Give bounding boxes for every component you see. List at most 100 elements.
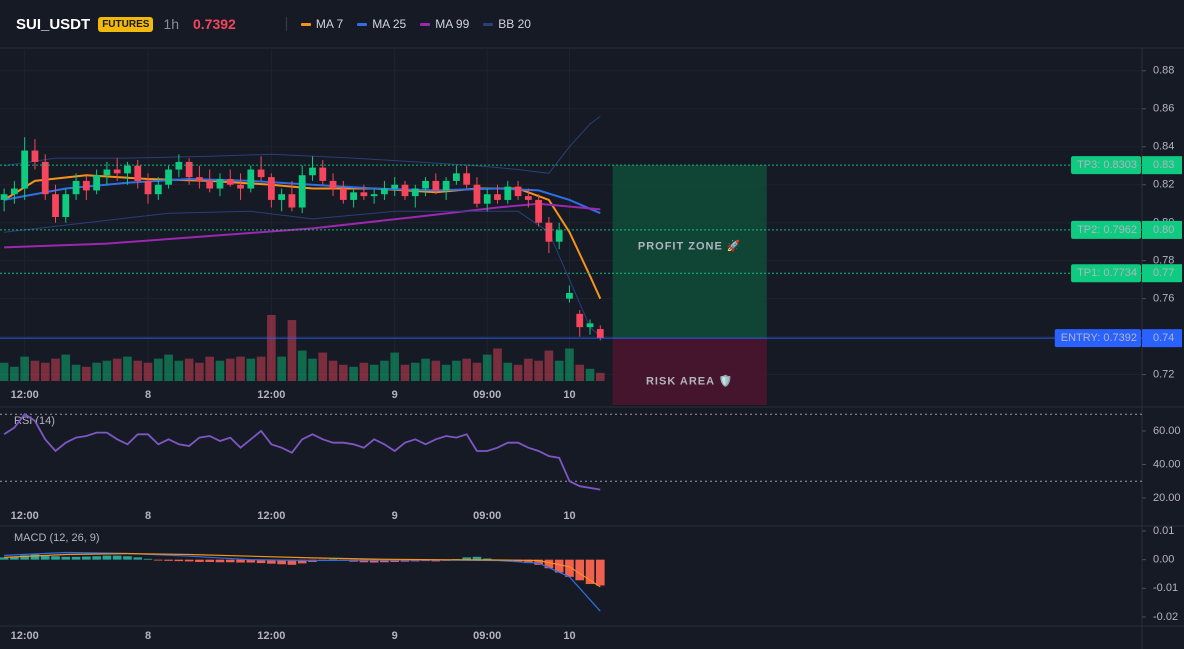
volume-bar xyxy=(595,372,605,381)
legend-item[interactable]: MA 25 xyxy=(357,17,406,31)
candle-body xyxy=(82,180,90,191)
header: SUI_USDT FUTURES 1h 0.7392 MA 7 MA 25 MA 9… xyxy=(0,0,1184,48)
volume-bar xyxy=(225,358,235,381)
macd-histogram-bar xyxy=(287,559,297,565)
volume-bar xyxy=(359,362,369,381)
y-tick-label: 20.00 xyxy=(1153,492,1181,504)
macd-histogram-bar xyxy=(215,559,225,563)
candle-body xyxy=(72,180,80,195)
volume-bar xyxy=(534,360,543,381)
y-tick-label: 60.00 xyxy=(1153,425,1181,437)
candle-body xyxy=(288,194,296,208)
zone-label: RISK AREA 🛡️ xyxy=(646,374,733,387)
macd-histogram-bar xyxy=(277,559,286,565)
volume-bar xyxy=(195,362,204,381)
y-tick-label: -0.01 xyxy=(1153,582,1178,594)
volume-bar xyxy=(112,358,122,381)
level-badge: ENTRY: 0.7392 0.74 xyxy=(1054,329,1182,348)
candle-body xyxy=(144,180,152,195)
candle-body xyxy=(267,177,275,200)
level-tag-bg xyxy=(1142,329,1182,348)
macd-histogram-bar xyxy=(205,559,215,562)
macd-histogram-bar xyxy=(472,556,482,560)
volume-bar xyxy=(123,356,132,381)
legend-label: MA 99 xyxy=(435,17,470,31)
volume-bar xyxy=(452,360,461,381)
volume-bar xyxy=(410,362,420,381)
macd-histogram-bar xyxy=(380,559,389,563)
x-tick-label: 09:00 xyxy=(473,630,501,642)
x-tick-label: 8 xyxy=(145,389,151,401)
macd-histogram-bar xyxy=(30,554,40,560)
candle-body xyxy=(154,184,162,195)
level-badge-bg xyxy=(1071,264,1141,283)
volume-bar xyxy=(143,362,153,381)
legend-item[interactable]: MA 99 xyxy=(420,17,469,31)
last-price: 0.7392 xyxy=(193,16,236,32)
candle-body xyxy=(0,194,8,200)
volume-bar xyxy=(30,360,40,381)
level-badge-label: TP1: 0.7734 xyxy=(1077,267,1137,279)
macd-histogram-bar xyxy=(225,559,235,563)
legend-swatch xyxy=(300,22,311,26)
candle-body xyxy=(566,292,573,299)
macd-histogram-bar xyxy=(246,559,256,563)
candle-body xyxy=(319,167,327,181)
legend-swatch xyxy=(420,22,431,26)
volume-bar xyxy=(51,358,60,381)
legend-swatch xyxy=(357,22,368,26)
level-badge: TP3: 0.8303 0.83 xyxy=(1071,156,1182,175)
candle-body xyxy=(596,329,604,339)
macd-histogram-bar xyxy=(595,559,605,586)
candle-body xyxy=(124,165,131,174)
macd-histogram-bar xyxy=(482,558,492,560)
candle-body xyxy=(555,230,563,242)
x-tick-label: 12:00 xyxy=(257,510,285,522)
candle-body xyxy=(442,180,450,191)
x-tick-label: 12:00 xyxy=(11,510,39,522)
macd-histogram-bar xyxy=(174,559,184,562)
macd-histogram-bar xyxy=(195,559,204,562)
candle-body xyxy=(226,179,234,185)
volume-bar xyxy=(482,354,492,381)
candle-body xyxy=(535,199,543,223)
volume-bar xyxy=(575,364,585,381)
y-tick-label: 40.00 xyxy=(1153,458,1181,470)
volume-bar xyxy=(369,364,379,381)
candle-body xyxy=(370,194,378,197)
candle-body xyxy=(401,184,409,197)
candle-body xyxy=(103,169,111,176)
indicator-line xyxy=(4,210,601,337)
macd-histogram-bar xyxy=(297,559,307,564)
macd-histogram-bar xyxy=(236,559,245,563)
interval[interactable]: 1h xyxy=(163,16,179,32)
x-tick-label: 8 xyxy=(145,630,151,642)
rsi-line xyxy=(3,412,601,491)
volume-bar xyxy=(133,360,143,381)
volume-bar xyxy=(503,362,513,381)
volume-bar xyxy=(328,360,338,381)
volume-bar xyxy=(380,360,389,381)
candle-body xyxy=(10,188,18,195)
volume-bar xyxy=(297,350,307,381)
macd-histogram-bar xyxy=(92,556,101,560)
candle-body xyxy=(463,173,471,185)
y-tick-label: 0.72 xyxy=(1153,369,1174,381)
macd-histogram-bar xyxy=(61,556,71,560)
y-tick-label: 0.76 xyxy=(1153,293,1174,305)
candle-body xyxy=(41,161,49,195)
legend-item[interactable]: MA 7 xyxy=(300,17,343,31)
volume-bar xyxy=(40,362,50,381)
candle-body xyxy=(175,161,183,170)
legend-item[interactable]: BB 20 xyxy=(483,17,531,31)
y-tick-label: 0.86 xyxy=(1153,103,1174,115)
candle-body xyxy=(21,150,29,189)
volume-bar xyxy=(102,360,112,381)
volume-bar xyxy=(472,362,482,381)
volume-bar xyxy=(441,364,451,381)
x-tick-label: 09:00 xyxy=(473,510,501,522)
y-tick-label: 0.01 xyxy=(1153,525,1174,537)
background xyxy=(0,48,1184,649)
volume-bar xyxy=(20,356,29,381)
